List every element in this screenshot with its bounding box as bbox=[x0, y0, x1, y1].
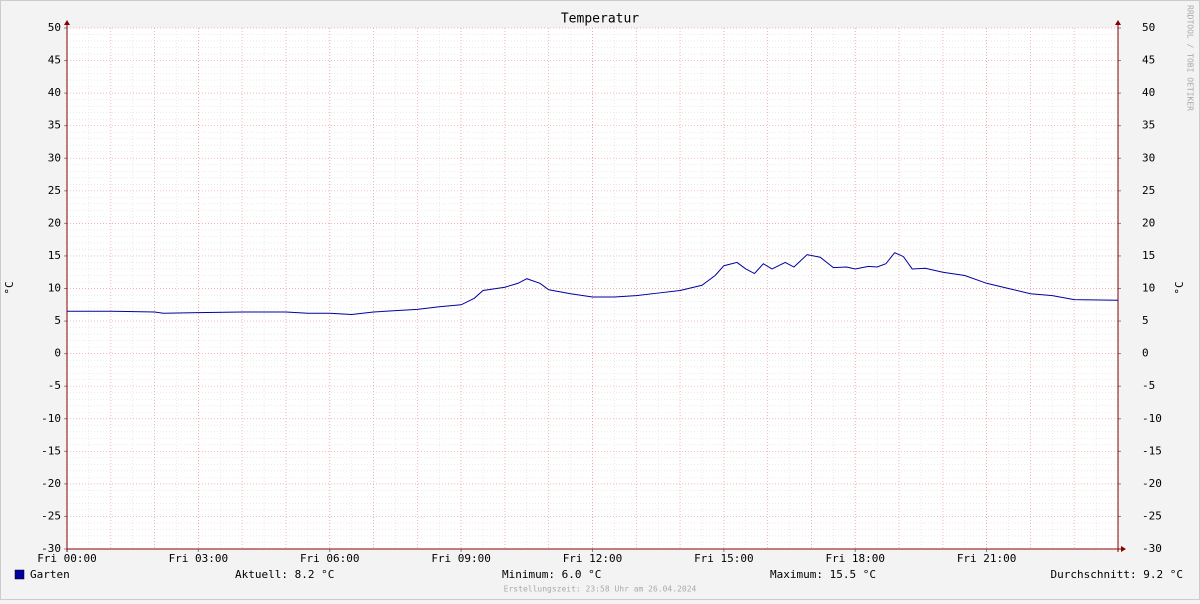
y-tick-label: 40 bbox=[48, 86, 61, 99]
y2-tick-label: 40 bbox=[1142, 86, 1155, 99]
legend-swatch bbox=[14, 569, 25, 580]
y2-tick-label: 20 bbox=[1142, 216, 1155, 229]
y-axis-label: °C bbox=[3, 281, 16, 294]
y-tick-label: 15 bbox=[48, 249, 61, 262]
axis-arrow bbox=[64, 20, 70, 25]
chart-title: Temperatur bbox=[561, 12, 639, 27]
y-tick-label: -25 bbox=[41, 509, 61, 522]
stat-average: Durchschnitt: 9.2 °C bbox=[1051, 568, 1183, 581]
y2-tick-label: 25 bbox=[1142, 184, 1155, 197]
series-line bbox=[67, 252, 1119, 316]
stat-maximum: Maximum: 15.5 °C bbox=[770, 568, 876, 581]
y2-tick-label: -10 bbox=[1142, 412, 1162, 425]
y-tick-label: -20 bbox=[41, 477, 61, 490]
y2-tick-label: 45 bbox=[1142, 54, 1155, 67]
y-tick-label: 20 bbox=[48, 216, 61, 229]
stat-current: Aktuell: 8.2 °C bbox=[235, 568, 334, 581]
y2-tick-label: 15 bbox=[1142, 249, 1155, 262]
footer: Erstellungszeit: 23:58 Uhr am 26.04.2024 bbox=[504, 585, 697, 594]
x-tick-label: Fri 00:00 bbox=[37, 552, 97, 565]
x-tick-label: Fri 15:00 bbox=[694, 552, 754, 565]
y-tick-label: 10 bbox=[48, 282, 61, 295]
y2-tick-label: -5 bbox=[1142, 379, 1155, 392]
x-tick-label: Fri 18:00 bbox=[825, 552, 885, 565]
legend-label: Garten bbox=[30, 568, 70, 581]
x-tick-label: Fri 12:00 bbox=[563, 552, 623, 565]
y2-tick-label: 50 bbox=[1142, 21, 1155, 34]
y2-tick-label: 30 bbox=[1142, 151, 1155, 164]
y-tick-label: 30 bbox=[48, 151, 61, 164]
y2-tick-label: -25 bbox=[1142, 509, 1162, 522]
y-tick-label: 5 bbox=[54, 314, 61, 327]
y-tick-label: -10 bbox=[41, 412, 61, 425]
y-tick-label: -30 bbox=[41, 542, 61, 555]
stat-minimum: Minimum: 6.0 °C bbox=[502, 568, 601, 581]
watermark: RRDTOOL / TOBI OETIKER bbox=[1186, 5, 1195, 111]
y2-tick-label: 0 bbox=[1142, 347, 1149, 360]
y2-axis-label: °C bbox=[1173, 281, 1186, 294]
y-tick-label: 0 bbox=[54, 347, 61, 360]
axis-arrow bbox=[1121, 546, 1126, 552]
y2-tick-label: 5 bbox=[1142, 314, 1149, 327]
y2-tick-label: -15 bbox=[1142, 444, 1162, 457]
y2-tick-label: 10 bbox=[1142, 282, 1155, 295]
y-tick-label: 50 bbox=[48, 21, 61, 34]
y2-tick-label: -20 bbox=[1142, 477, 1162, 490]
y-tick-label: 35 bbox=[48, 119, 61, 132]
x-tick-label: Fri 21:00 bbox=[957, 552, 1017, 565]
x-tick-label: Fri 06:00 bbox=[300, 552, 360, 565]
x-tick-label: Fri 03:00 bbox=[169, 552, 229, 565]
y-tick-label: 25 bbox=[48, 184, 61, 197]
y2-tick-label: 35 bbox=[1142, 119, 1155, 132]
x-tick-label: Fri 09:00 bbox=[431, 552, 491, 565]
y2-tick-label: -30 bbox=[1142, 542, 1162, 555]
y-tick-label: -5 bbox=[48, 379, 61, 392]
y-tick-label: -15 bbox=[41, 444, 61, 457]
axis-arrow bbox=[1115, 20, 1121, 25]
y-tick-label: 45 bbox=[48, 54, 61, 67]
